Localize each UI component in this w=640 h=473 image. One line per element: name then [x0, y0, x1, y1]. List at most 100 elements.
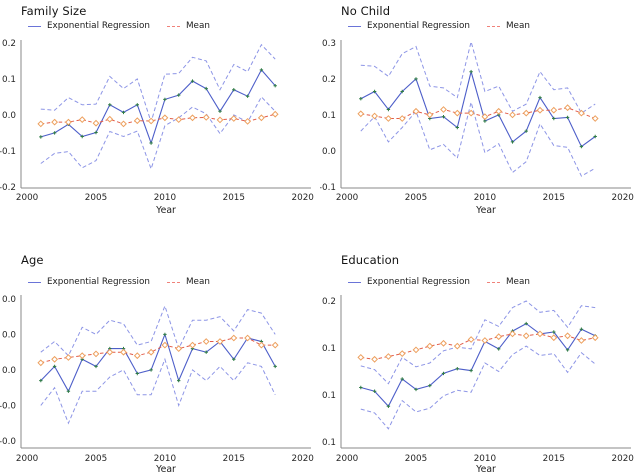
regression-line [40, 68, 276, 145]
mean-diamond-marker-icon [577, 337, 585, 344]
mean-diamond-marker-icon [357, 353, 365, 361]
x-tick-label: 2020 [612, 454, 635, 464]
regression-plus-marker-icon [565, 115, 570, 120]
regression-plus-marker-icon [359, 385, 363, 390]
mean-diamond-marker-icon [257, 341, 265, 349]
x-tick-label: 2000 [16, 193, 39, 203]
y-tick-label: 0.2 [322, 75, 336, 85]
regression-plus-marker-icon [204, 86, 208, 91]
regression-plus-marker-icon [94, 130, 98, 135]
mean-line [360, 107, 596, 119]
regression-plus-marker-icon [177, 378, 181, 383]
mean-diamond-marker-icon [202, 113, 210, 121]
y-tick-label: 0.1 [322, 111, 336, 121]
mean-diamond-marker-icon [244, 334, 252, 342]
regression-plus-marker-icon [39, 378, 43, 383]
mean-diamond-marker-icon [426, 111, 434, 119]
y-tick-label: 0.0 [2, 111, 16, 121]
x-tick-label: 2000 [336, 193, 359, 203]
mean-diamond-marker-icon [467, 109, 475, 117]
regression-plus-marker-icon [52, 131, 57, 135]
y-tick-label: 0.1 [322, 391, 336, 401]
x-tick-label: 2005 [85, 193, 107, 203]
x-tick-label: 2000 [16, 454, 39, 464]
mean-diamond-marker-icon [440, 106, 447, 113]
regression-plus-marker-icon [135, 103, 139, 107]
mean-legend-label: Mean [185, 277, 210, 287]
x-tick-label: 2005 [405, 193, 427, 203]
mean-diamond-marker-icon [453, 342, 461, 350]
x-tick-label: 2015 [223, 454, 245, 464]
regression-plus-marker-icon [386, 404, 391, 408]
x-tick-label: 2000 [336, 454, 359, 464]
regression-plus-marker-icon [552, 116, 556, 121]
mean-diamond-marker-icon [536, 330, 544, 338]
mean-diamond-marker-icon [550, 106, 558, 114]
mean-diamond-marker-icon [384, 353, 392, 360]
ci_upper-line [360, 39, 596, 114]
ci_lower-line [360, 345, 596, 430]
mean-diamond-marker-icon [371, 355, 379, 363]
mean-diamond-marker-icon [120, 348, 127, 356]
x-tick-label: 2010 [154, 454, 177, 464]
regression-plus-marker-icon [372, 389, 377, 393]
regression-plus-marker-icon [108, 103, 112, 107]
mean-legend-swatch-icon [486, 281, 500, 283]
y-tick-label: 0.0 [322, 147, 336, 157]
mean-diamond-marker-icon [371, 112, 379, 120]
regression-plus-marker-icon [469, 70, 473, 74]
chart-family-size: Family Size Exponential Regression Mean … [0, 0, 320, 236]
regression-plus-marker-icon [565, 348, 570, 352]
regression-plus-marker-icon [386, 107, 391, 112]
regression-plus-marker-icon [359, 97, 363, 101]
regression-plus-marker-icon [414, 77, 418, 81]
mean-diamond-marker-icon [426, 342, 434, 350]
y-tick-label: -0.0 [0, 437, 16, 447]
mean-diamond-marker-icon [216, 116, 224, 124]
regression-plus-marker-icon [455, 125, 459, 130]
regression-plus-marker-icon [455, 367, 459, 371]
mean-diamond-marker-icon [536, 106, 544, 114]
mean-diamond-marker-icon [202, 338, 210, 345]
mean-legend-swatch-icon [486, 25, 500, 27]
regression-plus-marker-icon [149, 368, 153, 372]
regression-plus-marker-icon [273, 364, 277, 369]
x-tick-label: 2010 [154, 193, 177, 203]
mean-diamond-marker-icon [189, 341, 196, 349]
mean-diamond-marker-icon [230, 115, 238, 122]
y-tick-label: 0.1 [322, 438, 336, 448]
chart-legend: Exponential Regression Mean [28, 21, 210, 31]
y-tick-label: -0.1 [320, 183, 336, 193]
mean-diamond-marker-icon [257, 114, 265, 122]
regression-plus-marker-icon [524, 129, 528, 133]
mean-diamond-marker-icon [591, 115, 599, 122]
mean-diamond-marker-icon [230, 334, 238, 342]
regression-plus-marker-icon [163, 97, 167, 102]
x-tick-label: 2020 [292, 193, 315, 203]
mean-diamond-marker-icon [37, 120, 45, 128]
regression-legend-swatch-icon [348, 25, 361, 27]
y-tick-label: 0.0 [2, 366, 16, 376]
mean-diamond-marker-icon [564, 332, 572, 340]
x-tick-label: 2010 [474, 454, 497, 464]
regression-plus-marker-icon [400, 89, 404, 94]
mean-legend-swatch-icon [166, 25, 180, 27]
y-tick-label: 0.0 [2, 330, 16, 340]
chart-title: Family Size [21, 4, 87, 18]
regression-plus-marker-icon [372, 89, 377, 94]
mean-legend-label: Mean [185, 21, 210, 31]
y-tick-label: -0.1 [0, 147, 16, 157]
regression-plus-marker-icon [497, 347, 501, 351]
mean-diamond-marker-icon [147, 348, 155, 356]
regression-plus-marker-icon [524, 321, 528, 326]
regression-plus-marker-icon [177, 93, 181, 97]
mean-diamond-marker-icon [467, 336, 475, 343]
regression-plus-marker-icon [94, 364, 98, 369]
mean-diamond-marker-icon [92, 119, 100, 127]
regression-plus-marker-icon [469, 368, 473, 373]
regression-plus-marker-icon [441, 115, 446, 119]
regression-plus-marker-icon [135, 371, 139, 376]
chart-title: Education [341, 253, 400, 267]
mean-diamond-marker-icon [481, 113, 489, 121]
regression-plus-marker-icon [273, 84, 277, 88]
